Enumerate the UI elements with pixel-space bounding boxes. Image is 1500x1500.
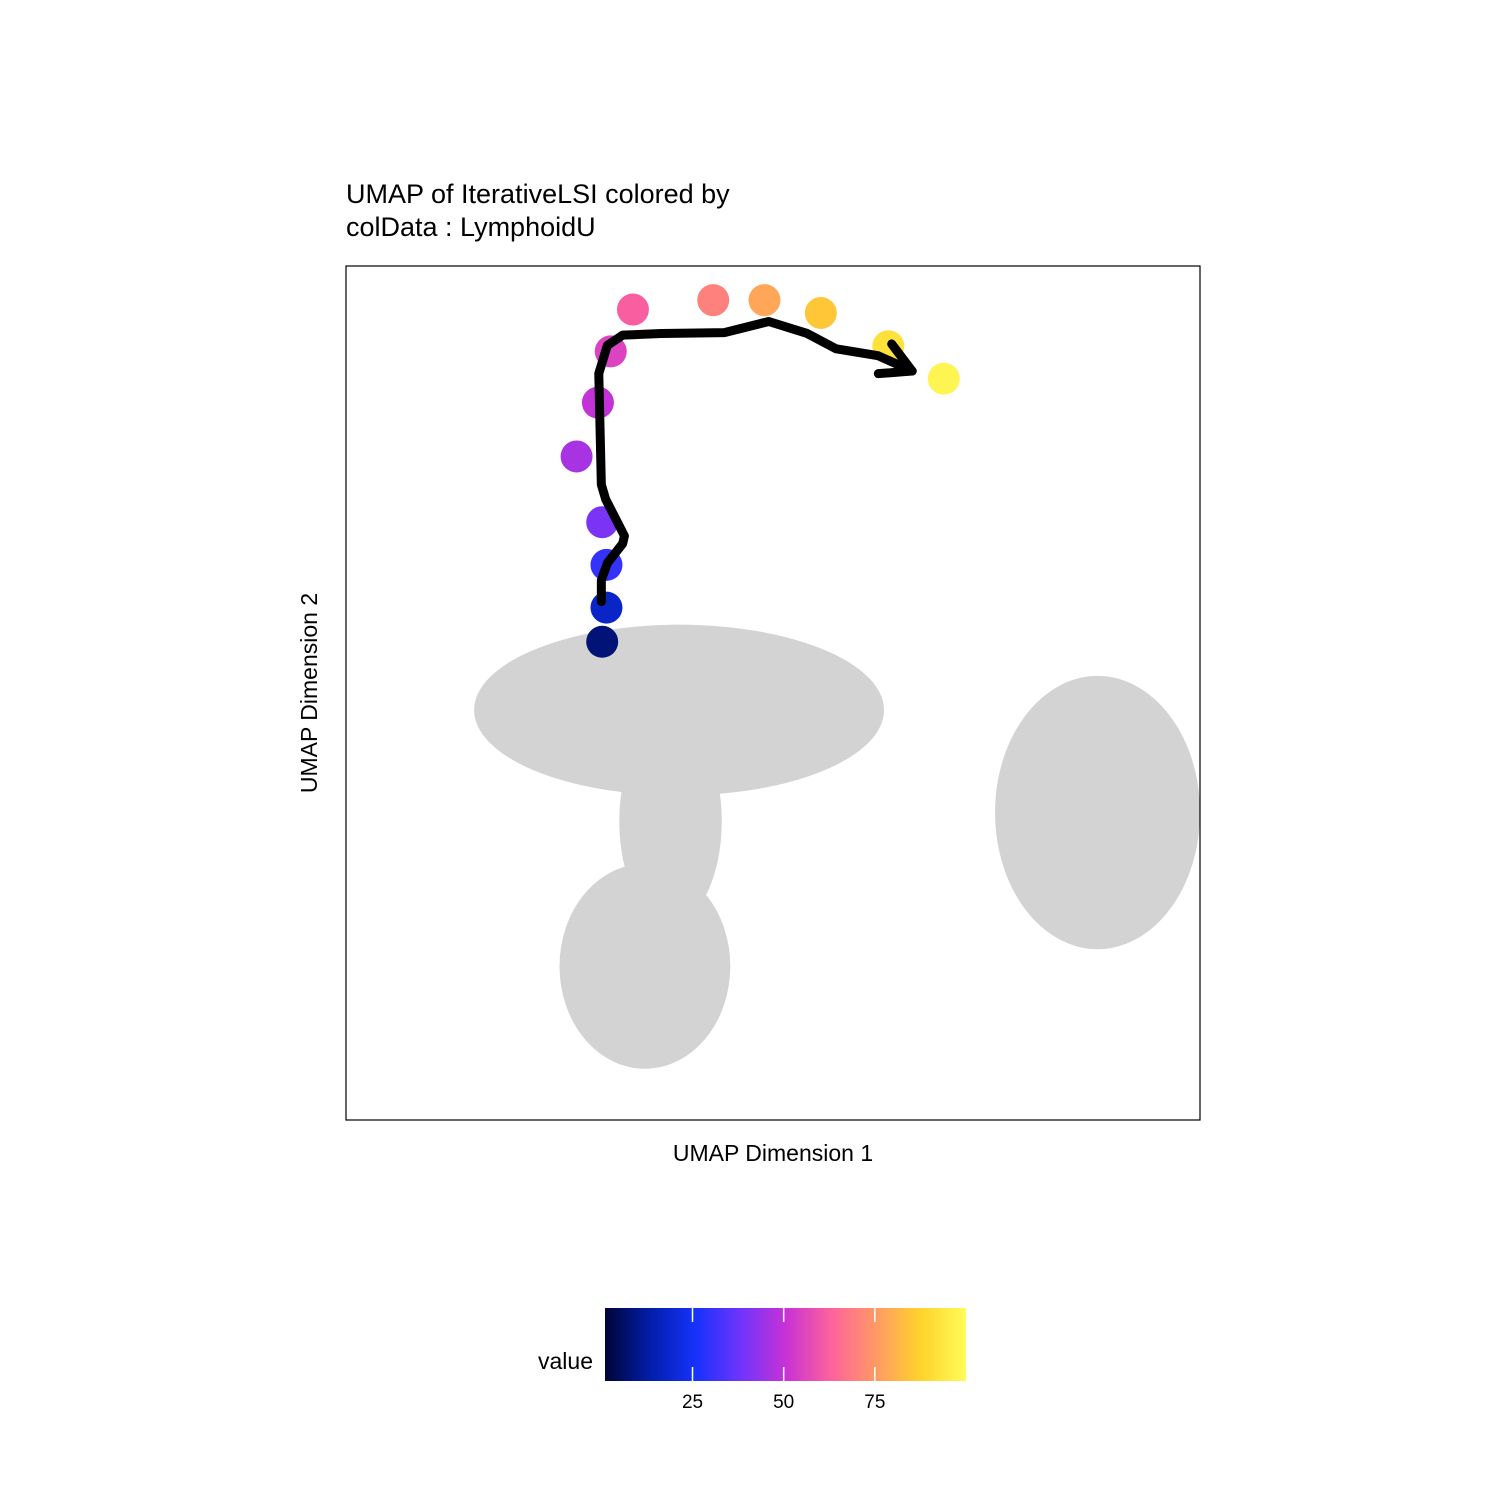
background-cells [474, 624, 1200, 1069]
trajectory-cells [560, 284, 960, 658]
colorbar-title: value [538, 1348, 593, 1374]
plot-panel-border [345, 265, 1201, 1121]
x-axis-label: UMAP Dimension 1 [673, 1140, 873, 1166]
background-cluster [559, 863, 731, 1069]
colorbar-tick-label: 25 [682, 1392, 703, 1413]
trajectory-cell [748, 284, 781, 317]
trajectory-cell [586, 625, 619, 658]
trajectory-cell [560, 440, 593, 473]
background-cluster [995, 675, 1200, 950]
trajectory-cell [804, 296, 837, 329]
chart-title: UMAP of IterativeLSI colored by colData … [346, 179, 730, 242]
colorbar-tick-label: 75 [864, 1392, 885, 1413]
trajectory-line [594, 317, 917, 607]
colorbar-gradient [605, 1308, 966, 1381]
trajectory-line-layer [594, 317, 917, 607]
trajectory-cell [590, 591, 623, 624]
trajectory-cell [927, 362, 960, 395]
colorbar-legend: value 25 50 75 [538, 1308, 966, 1413]
colorbar-ticks: 25 50 75 [682, 1308, 885, 1413]
colorbar-tick-label: 50 [773, 1392, 794, 1413]
trajectory-cell [616, 293, 649, 326]
chart-title-line-2: colData : LymphoidU [346, 212, 596, 242]
y-axis-label: UMAP Dimension 2 [296, 593, 322, 793]
trajectory-arrowhead [873, 339, 917, 379]
trajectory-cell [697, 284, 730, 317]
background-cluster [474, 624, 885, 796]
chart-title-line-1: UMAP of IterativeLSI colored by [346, 179, 730, 209]
